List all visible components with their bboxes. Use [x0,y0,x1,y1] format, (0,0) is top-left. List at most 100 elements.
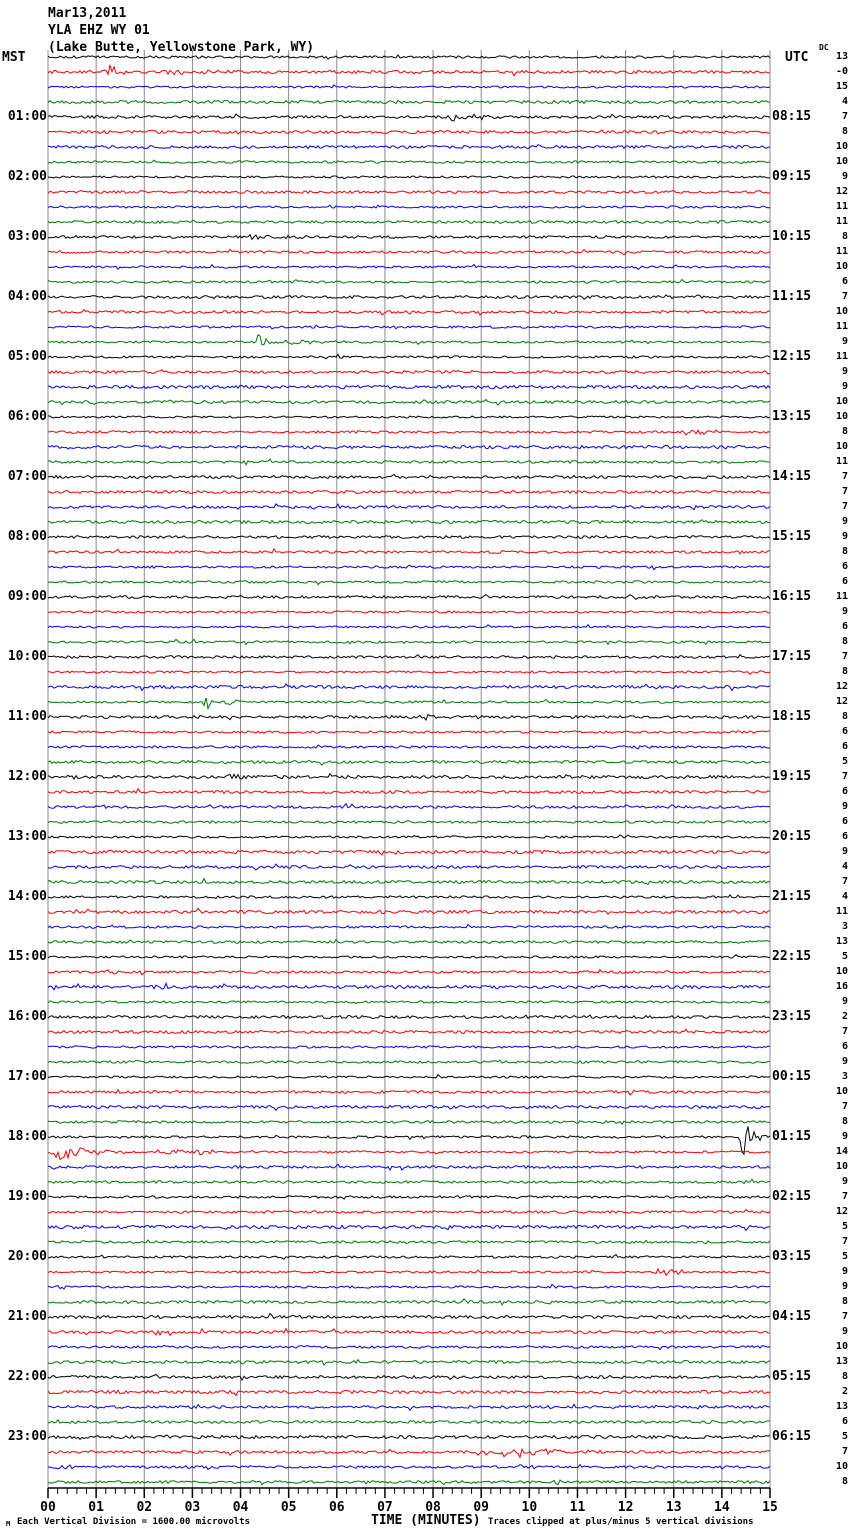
mst-time-label: 22:00 [7,1369,47,1384]
utc-time-label: 17:15 [772,649,812,664]
seismo-trace [47,489,771,495]
seismo-trace [47,564,771,571]
seismo-trace [47,1104,771,1112]
dc-offset-value: 6 [841,276,848,287]
dc-offset-value: 8 [841,711,848,722]
dc-offset-value: 7 [841,501,848,512]
seismo-trace [47,1208,771,1214]
seismo-trace [47,144,771,150]
seismo-trace [47,938,771,945]
utc-time-label: 03:15 [772,1249,812,1264]
mst-time-label: 07:00 [7,469,47,484]
x-axis-label: TIME (MINUTES) [371,1513,481,1528]
utc-time-label: 19:15 [772,769,812,784]
mst-time-label: 20:00 [7,1249,47,1264]
x-axis-tick-label: 02 [136,1500,153,1515]
seismo-trace [47,1028,771,1035]
dc-offset-value: 5 [841,1251,848,1262]
utc-time-label: 16:15 [772,589,812,604]
mst-time-label: 14:00 [7,889,47,904]
dc-offset-value: 5 [841,1221,848,1232]
dc-offset-value: 6 [841,1041,848,1052]
dc-offset-value: 6 [841,786,848,797]
seismo-trace [47,713,771,722]
seismo-trace [47,1195,771,1200]
dc-offset-value: 9 [841,606,848,617]
mst-time-label: 18:00 [7,1129,47,1144]
seismo-trace [47,1147,771,1161]
dc-offset-value: 5 [841,1431,848,1442]
dc-offset-value: 8 [841,666,848,677]
mst-time-label: 11:00 [7,709,47,724]
seismo-trace [47,1163,771,1172]
clip-note: Traces clipped at plus/minus 5 vertical … [488,1517,754,1527]
seismo-trace [47,849,771,856]
x-axis-tick-label: 15 [762,1500,778,1515]
seismo-trace [47,334,771,346]
dc-offset-value: 7 [841,1311,848,1322]
mst-time-label: 01:00 [7,109,47,124]
dc-offset-value: 7 [841,1236,848,1247]
x-axis-tick-label: 05 [280,1500,297,1515]
dc-offset-value: 10 [835,156,848,167]
dc-offset-value: 6 [841,726,848,737]
seismo-trace [47,444,771,450]
header-date: Mar13,2011 [48,6,127,21]
seismo-trace [47,384,771,390]
mst-time-label: 09:00 [7,589,47,604]
seismo-trace [47,834,771,839]
dc-offset-value: 9 [841,1326,848,1337]
dc-offset-value: 10 [835,1341,848,1352]
x-axis-tick-label: 01 [88,1500,104,1515]
dc-offset-value: 6 [841,1416,848,1427]
seismo-trace [48,653,771,660]
utc-time-label: 08:15 [772,109,812,124]
seismo-trace [47,189,771,195]
utc-time-label: 14:15 [772,469,812,484]
dc-offset-value: 7 [841,876,848,887]
seismo-trace [47,670,771,676]
dc-offset-value: 10 [835,1086,848,1097]
seismo-trace [47,787,771,795]
seismo-trace [47,308,771,316]
seismo-trace [48,609,771,614]
seismo-trace [47,219,771,225]
mst-time-label: 02:00 [7,169,47,184]
seismo-trace [47,159,771,165]
dc-offset-value: 9 [841,366,848,377]
dc-offset-value: 8 [841,636,848,647]
dc-offset-value: 4 [841,891,848,902]
seismo-trace [47,1389,771,1397]
utc-time-label: 13:15 [772,409,812,424]
dc-offset-value: 11 [835,201,848,212]
dc-offset-value: 11 [835,216,848,227]
dc-offset-value: 11 [835,906,848,917]
dc-offset-value: 6 [841,831,848,842]
dc-offset-value: 13 [835,936,848,947]
dc-offset-value: 9 [841,801,848,812]
seismo-trace [47,1000,771,1005]
dc-offset-value: 4 [841,861,848,872]
seismo-trace [47,1119,771,1126]
dc-offset-value: -0 [835,66,848,77]
dc-offset-value: 12 [835,1206,848,1217]
dc-offset-value: 8 [841,426,848,437]
dc-offset-value: 7 [841,1191,848,1202]
mst-time-label: 12:00 [7,769,47,784]
dc-offset-value: 12 [835,186,848,197]
seismo-trace [47,324,771,330]
dc-offset-value: 10 [835,411,848,422]
seismo-trace [47,802,771,810]
utc-time-label: 10:15 [772,229,812,244]
x-axis-tick-label: 14 [714,1500,730,1515]
utc-time-label: 01:15 [772,1129,812,1144]
mst-time-label: 19:00 [7,1189,47,1204]
mst-time-label: 13:00 [7,829,47,844]
utc-time-label: 09:15 [772,169,812,184]
seismo-trace [47,1224,771,1232]
utc-time-label: 06:15 [772,1429,812,1444]
seismo-trace [47,63,771,77]
dc-offset-value: 15 [835,81,848,92]
vertical-scale-note: Each Vertical Division = 1600.00 microvo… [17,1517,250,1527]
seismo-trace [47,863,771,871]
